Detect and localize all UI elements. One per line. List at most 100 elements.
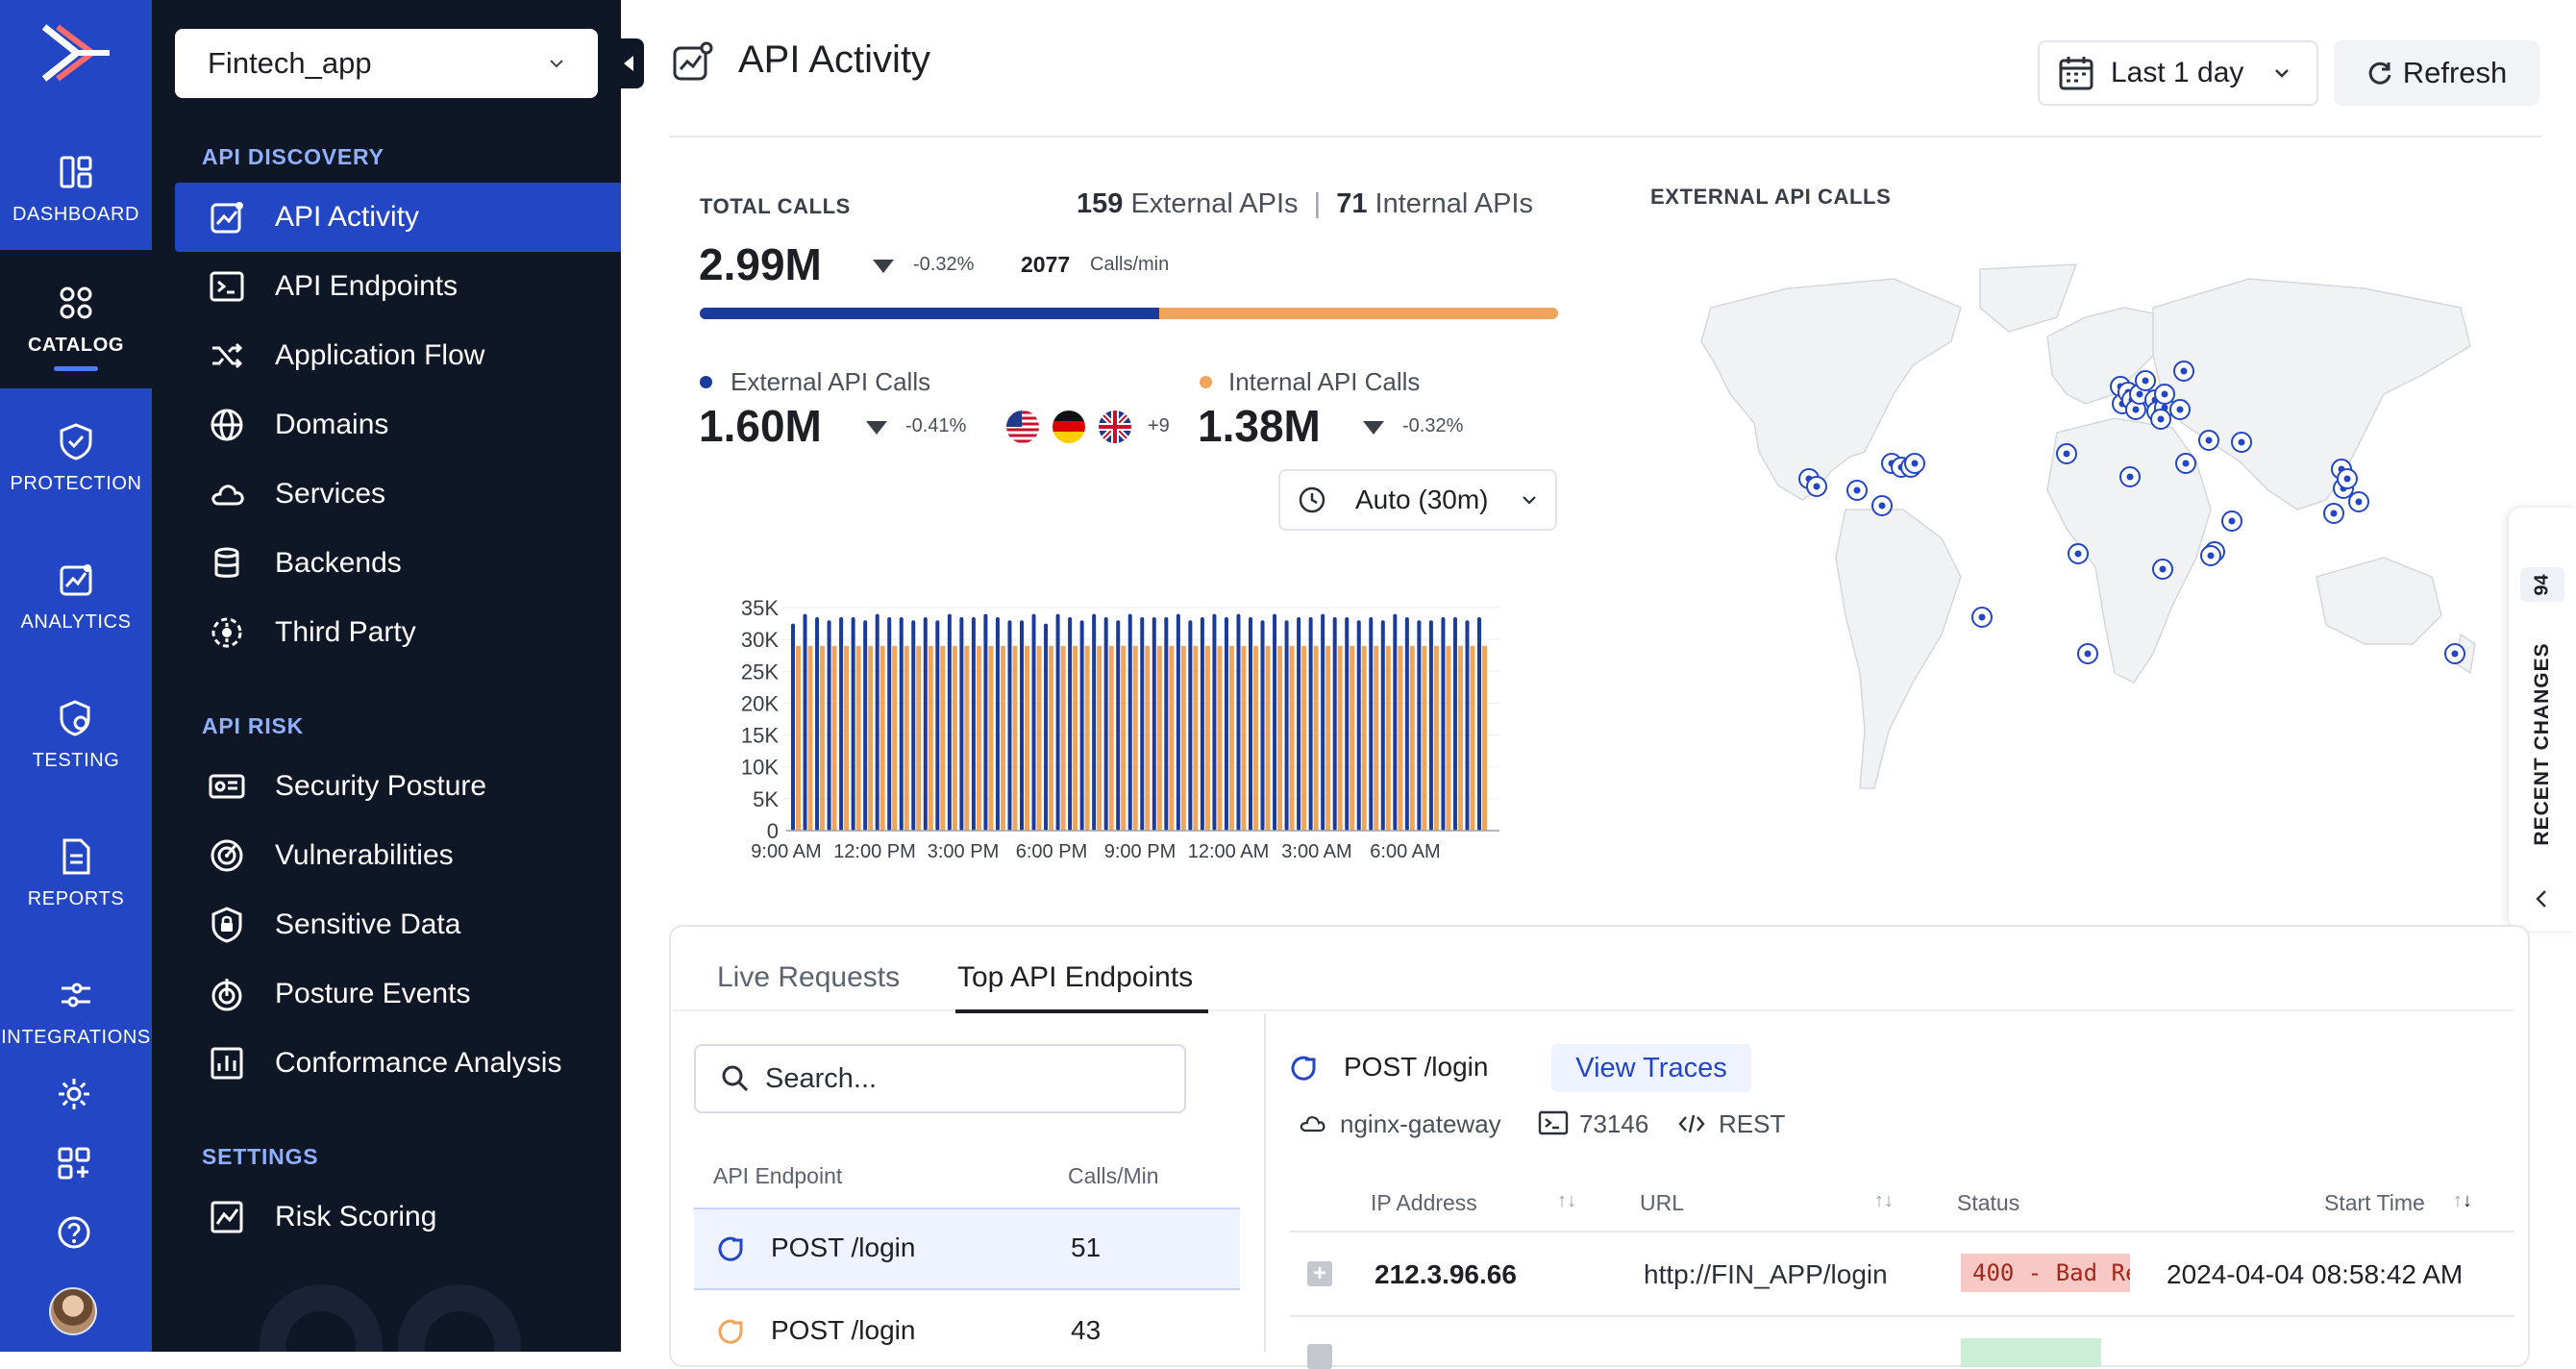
help-icon[interactable] (55, 1213, 93, 1252)
bar-external (1044, 623, 1049, 831)
tab-top-api-endpoints[interactable]: Top API Endpoints (957, 961, 1194, 993)
internal-calls-delta: -0.32% (1402, 415, 1464, 436)
sidebar-item-posture-events[interactable]: Posture Events (175, 959, 621, 1029)
map-marker-dot (2205, 436, 2213, 444)
bar-external (875, 613, 879, 831)
rail-dashboard[interactable]: DASHBOARD (0, 119, 152, 250)
endpoint-link-icon (718, 1319, 743, 1344)
x-tick-label: 12:00 PM (833, 841, 916, 862)
bar-internal (1097, 645, 1102, 831)
tab-live-requests[interactable]: Live Requests (717, 961, 901, 993)
sidebar-item-services[interactable]: Services (175, 460, 621, 529)
rail-catalog[interactable]: CATALOG (0, 250, 152, 388)
trace-url[interactable]: http://FIN_APP/login (1644, 1259, 1888, 1289)
sidebar-item-domains[interactable]: Domains (175, 390, 621, 460)
sidebar-collapse-button[interactable] (613, 38, 644, 88)
sidebar-item-risk-scoring[interactable]: Risk Scoring (175, 1182, 621, 1252)
column-header-api-endpoint[interactable]: API Endpoint (713, 1163, 843, 1188)
column-header-ip-address[interactable]: IP Address (1371, 1190, 1477, 1215)
sidebar-item-label: API Activity (275, 201, 420, 233)
sidebar-item-backends[interactable]: Backends (175, 529, 621, 598)
x-tick-label: 3:00 AM (1281, 841, 1351, 862)
sidebar-item-label: Services (275, 478, 386, 510)
app-selector[interactable]: Fintech_app (175, 29, 598, 98)
sidebar-item-sensitive-data[interactable]: Sensitive Data (175, 890, 621, 959)
chevron-left-icon (2536, 890, 2546, 908)
y-tick-label: 10K (741, 756, 779, 780)
recent-changes-drawer[interactable]: 94 RECENT CHANGES (2509, 508, 2576, 931)
sidebar-item-label: Vulnerabilities (275, 839, 454, 871)
sort-icon[interactable]: ↑↓ (1557, 1190, 1576, 1211)
expand-row-button[interactable] (1307, 1344, 1332, 1369)
avatar[interactable] (49, 1287, 97, 1335)
column-header-start-time[interactable]: Start Time (2324, 1190, 2425, 1215)
column-header-calls-per-min[interactable]: Calls/Min (1068, 1163, 1159, 1188)
rail-testing[interactable]: TESTING (0, 665, 152, 796)
bar-external (1200, 616, 1204, 831)
bar-internal (879, 645, 885, 831)
bar-internal (1169, 645, 1175, 831)
interval-selector[interactable]: Auto (30m) (1278, 469, 1557, 531)
sidebar-item-api-endpoints[interactable]: API Endpoints (175, 252, 621, 321)
gear-icon[interactable] (55, 1075, 93, 1113)
internal-api-text: Internal APIs (1375, 188, 1533, 219)
sidebar-item-application-flow[interactable]: Application Flow (175, 321, 621, 390)
map-marker-dot (2207, 552, 2215, 560)
sort-desc-icon[interactable]: ↑↓ (2453, 1190, 2472, 1211)
active-indicator (54, 366, 98, 371)
endpoint-search-input[interactable]: Search... (694, 1044, 1186, 1113)
bar-internal (1398, 645, 1403, 831)
app-selector-value: Fintech_app (208, 46, 372, 80)
sidebar-item-third-party[interactable]: Third Party (175, 598, 621, 667)
section-api-discovery: API DISCOVERY (202, 144, 384, 169)
rail-analytics[interactable]: ANALYTICS (0, 527, 152, 658)
bar-internal (1180, 645, 1186, 831)
sidebar-item-security-posture[interactable]: Security Posture (175, 752, 621, 821)
column-header-url[interactable]: URL (1640, 1190, 1685, 1215)
europe (2046, 307, 2173, 405)
rail-integrations[interactable]: INTEGRATIONS (0, 942, 152, 1073)
column-header-status[interactable]: Status (1957, 1190, 2020, 1215)
map-marker-dot (2132, 406, 2140, 413)
globe-icon (211, 409, 243, 441)
bar-internal (1457, 645, 1463, 831)
sort-icon[interactable]: ↑↓ (1874, 1190, 1894, 1211)
bar-external (1465, 620, 1470, 831)
bar-external (959, 616, 964, 831)
chevron-down-icon (2275, 69, 2289, 78)
rail-protection[interactable]: PROTECTION (0, 388, 152, 519)
bar-external (1212, 613, 1217, 831)
x-tick-label: 6:00 PM (1016, 841, 1087, 862)
section-settings: SETTINGS (202, 1144, 319, 1169)
map-marker-dot (2451, 650, 2459, 658)
add-widget-icon[interactable] (55, 1144, 93, 1182)
view-traces-button[interactable]: View Traces (1551, 1044, 1751, 1092)
bar-external (791, 623, 795, 831)
endpoint-calls: 43 (1071, 1315, 1102, 1345)
sidebar-item-api-activity[interactable]: API Activity (175, 183, 621, 252)
endpoint-name[interactable]: POST /login (771, 1315, 916, 1345)
map-marker-dot (2330, 510, 2338, 517)
sidebar-item-vulnerabilities[interactable]: Vulnerabilities (175, 821, 621, 890)
list-item-selected[interactable] (694, 1207, 1240, 1290)
expand-row-button[interactable]: + (1307, 1261, 1332, 1286)
bar-internal (1204, 645, 1210, 831)
bar-external (1452, 616, 1457, 831)
date-range-selector[interactable]: Last 1 day (2038, 40, 2318, 106)
bar-external (1393, 613, 1398, 831)
rail-reports[interactable]: REPORTS (0, 804, 152, 934)
y-tick-label: 20K (741, 691, 779, 715)
date-range-value: Last 1 day (2111, 57, 2244, 88)
bar-internal (1228, 645, 1234, 831)
rail-label: TESTING (32, 750, 120, 771)
bar-external (1152, 616, 1156, 831)
brand-logo[interactable] (38, 21, 113, 85)
refresh-button[interactable]: Refresh (2334, 40, 2539, 106)
decorative-circle (260, 1284, 383, 1352)
world-map (1700, 263, 2476, 789)
bar-external (1188, 620, 1193, 831)
rail-label: PROTECTION (10, 473, 142, 494)
bar-internal (952, 645, 957, 831)
sidebar-item-conformance-analysis[interactable]: Conformance Analysis (175, 1029, 621, 1098)
rail-label: REPORTS (27, 888, 125, 909)
